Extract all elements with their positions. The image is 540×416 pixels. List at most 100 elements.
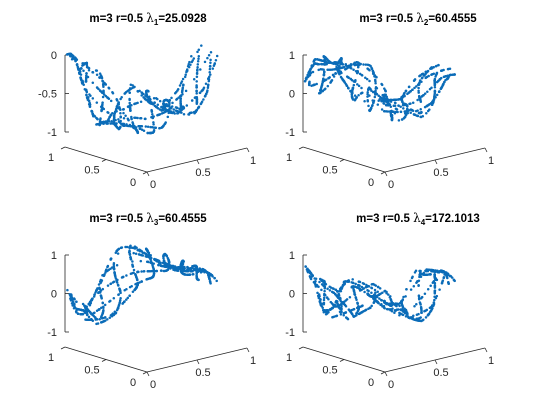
point xyxy=(104,83,107,86)
y-tick-label: 0 xyxy=(368,377,374,389)
point xyxy=(371,282,375,286)
z-tick-label: 0 xyxy=(51,289,57,301)
point xyxy=(193,267,197,271)
point xyxy=(382,306,386,309)
point xyxy=(402,117,406,120)
point xyxy=(331,291,335,294)
point xyxy=(417,89,420,93)
point xyxy=(358,312,361,315)
point xyxy=(182,106,185,110)
x-tick-label: 0 xyxy=(388,379,394,391)
point xyxy=(209,58,212,62)
point xyxy=(142,92,145,96)
point xyxy=(344,311,348,314)
point xyxy=(95,73,99,76)
point xyxy=(121,123,124,126)
point xyxy=(320,288,323,292)
point xyxy=(195,108,198,112)
point xyxy=(94,318,98,321)
data-points xyxy=(65,44,219,135)
point xyxy=(131,290,135,294)
point xyxy=(136,270,140,274)
point xyxy=(140,270,143,273)
point xyxy=(196,50,199,54)
point xyxy=(444,75,447,78)
subplot-2: m=3 r=0.5 λ2=60.4555 0 0.5 1 1 0.5 0 1 0 -1 xyxy=(285,11,494,191)
point xyxy=(139,117,143,120)
point xyxy=(370,66,373,70)
point xyxy=(100,295,103,299)
point xyxy=(340,305,343,308)
point xyxy=(78,72,81,76)
point xyxy=(400,96,403,99)
point xyxy=(150,131,153,135)
point xyxy=(394,98,398,101)
point xyxy=(384,302,387,305)
point xyxy=(420,295,424,299)
point xyxy=(181,77,185,81)
point xyxy=(416,280,419,283)
point xyxy=(337,65,341,69)
point xyxy=(143,97,147,100)
point xyxy=(389,297,392,301)
point xyxy=(383,93,386,97)
point xyxy=(420,76,424,80)
point xyxy=(363,99,366,103)
point xyxy=(367,285,371,288)
point xyxy=(322,55,326,59)
point xyxy=(314,277,318,280)
point xyxy=(374,81,377,85)
point xyxy=(308,81,311,84)
point xyxy=(417,319,420,322)
point xyxy=(109,113,113,117)
point xyxy=(207,271,211,275)
point xyxy=(448,73,451,77)
z-tick-label: -0.5 xyxy=(38,89,57,101)
point xyxy=(337,60,341,63)
point xyxy=(354,97,357,100)
point xyxy=(192,57,196,60)
point xyxy=(115,249,118,253)
point xyxy=(386,98,390,102)
point xyxy=(376,285,380,289)
point xyxy=(344,316,348,319)
point xyxy=(129,83,133,87)
point xyxy=(156,103,160,107)
point xyxy=(191,269,194,273)
x-tick-label: 0.5 xyxy=(195,167,210,179)
point xyxy=(88,93,91,96)
subplot-title: m=3 r=0.5 λ3=60.4555 xyxy=(89,211,207,227)
point xyxy=(385,95,388,98)
point xyxy=(366,289,369,292)
x-tick xyxy=(434,359,438,365)
point xyxy=(151,112,154,116)
point xyxy=(340,287,343,290)
point xyxy=(415,303,418,306)
point xyxy=(164,265,168,268)
point xyxy=(399,312,403,315)
point xyxy=(360,73,363,77)
point xyxy=(140,280,143,283)
point xyxy=(131,272,134,275)
point xyxy=(100,279,104,282)
point xyxy=(102,120,105,124)
point xyxy=(175,97,179,101)
point xyxy=(335,67,339,71)
point xyxy=(419,108,422,111)
point xyxy=(453,73,456,76)
point xyxy=(343,300,346,303)
point xyxy=(370,286,373,290)
point xyxy=(209,61,212,65)
point xyxy=(353,293,357,297)
point xyxy=(405,104,409,107)
point xyxy=(426,90,429,93)
point xyxy=(405,288,408,291)
point xyxy=(347,76,350,79)
point xyxy=(417,86,420,90)
point xyxy=(308,274,312,278)
point xyxy=(144,125,148,128)
point xyxy=(128,101,131,105)
point xyxy=(366,95,369,98)
point xyxy=(125,123,128,126)
point xyxy=(80,79,83,82)
